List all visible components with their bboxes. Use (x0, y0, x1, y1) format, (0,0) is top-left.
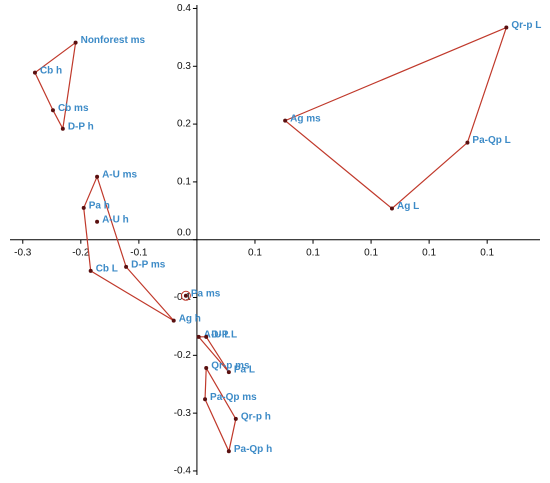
point (32, 70, 37, 75)
hull (197, 336, 230, 373)
point-label: Ag ms (290, 113, 321, 124)
point (465, 140, 470, 145)
hull (34, 41, 77, 131)
point (88, 268, 93, 273)
point-label: Ag h (179, 313, 201, 324)
hull (204, 365, 237, 454)
point (196, 334, 201, 339)
x-tick-label: -0.2 (72, 247, 90, 258)
x-tick-label: 0.1 (306, 247, 320, 258)
point (95, 174, 100, 179)
y-tick-label: 0.2 (177, 119, 191, 130)
x-tick-label: -0.1 (130, 247, 148, 258)
point-label: D-P ms (131, 260, 166, 271)
point (226, 370, 231, 375)
point-label: Pa-Qp ms (210, 392, 257, 403)
point-label: Ag L (397, 201, 419, 212)
point-label: Pa-Qp h (234, 444, 272, 455)
point (81, 205, 86, 210)
point (73, 40, 78, 45)
point (60, 126, 65, 131)
x-tick-label: 0.1 (248, 247, 262, 258)
x-tick-label: 0.1 (422, 247, 436, 258)
point (283, 118, 288, 123)
point (389, 206, 394, 211)
point (203, 397, 208, 402)
y-tick-label: 0.1 (177, 177, 191, 188)
point (50, 108, 55, 113)
point (183, 293, 188, 298)
y-tick-label: -0.2 (174, 350, 192, 361)
point-label: Pa ms (191, 288, 221, 299)
point (171, 318, 176, 323)
point (504, 25, 509, 30)
x-tick-label: 0.1 (480, 247, 494, 258)
y-tick-label: -0.4 (174, 466, 192, 477)
point-label: A-U L (204, 329, 231, 340)
point-label: Pa h (89, 201, 110, 212)
point-label: D-P L (211, 329, 237, 340)
point-label: Pa L (234, 365, 255, 376)
point-label: A-U h (102, 214, 129, 225)
point-label: Qr-p h (241, 412, 271, 423)
point (124, 264, 129, 269)
y-tick-label: 0.4 (177, 3, 191, 14)
point-label: A-U ms (102, 169, 137, 180)
point-label: Qr-p ms (211, 361, 250, 372)
y-tick-label: 0.3 (177, 61, 191, 72)
y-tick-label: -0.1 (174, 292, 192, 303)
point (204, 334, 209, 339)
point-label: Cb ms (58, 103, 89, 114)
point-label: Nonforest ms (81, 35, 146, 46)
point (204, 366, 209, 371)
point (233, 416, 238, 421)
point-label: D-P h (68, 121, 94, 132)
y-tick-label: 0.0 (177, 227, 191, 238)
point-label: Cb L (96, 264, 118, 275)
y-tick-label: -0.3 (174, 408, 192, 419)
hull (83, 174, 175, 322)
highlight-ring (180, 290, 191, 301)
x-tick-label: 0.1 (364, 247, 378, 258)
point (226, 449, 231, 454)
x-tick-label: -0.3 (14, 247, 32, 258)
point-label: Cb h (40, 65, 62, 76)
point (95, 219, 100, 224)
point-label: Qr-p L (511, 20, 541, 31)
point-label: Pa-Qp L (472, 135, 510, 146)
